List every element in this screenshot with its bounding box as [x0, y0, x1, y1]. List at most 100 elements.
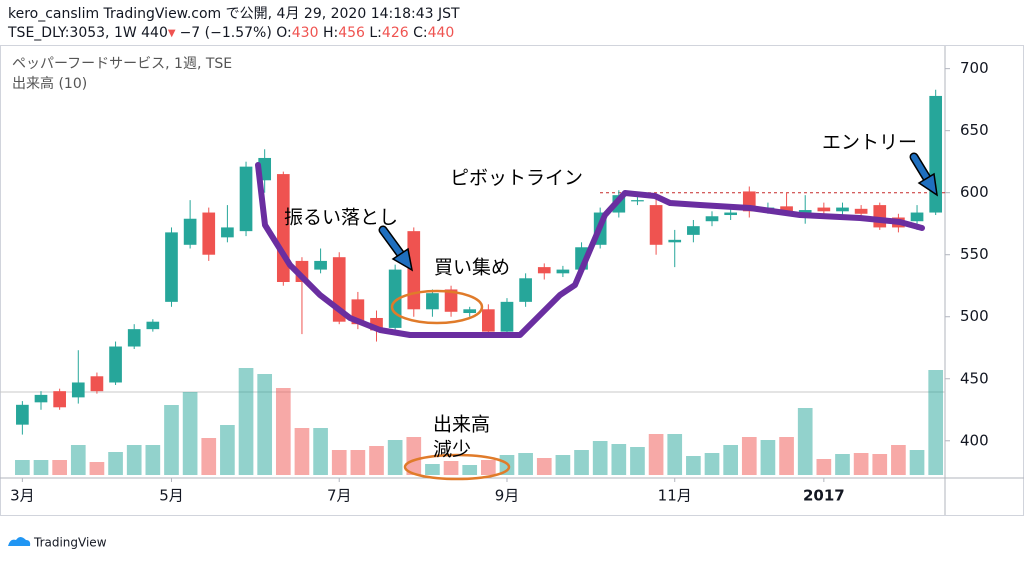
quote: −7 (−1.57%) [180, 25, 272, 41]
legend-symbol: ペッパーフードサービス, 1週, TSE [12, 56, 232, 72]
volume-bar [611, 444, 627, 475]
arrow [378, 225, 414, 272]
annotation: 買い集め [434, 257, 510, 279]
volume-bar [667, 434, 683, 475]
arrow [909, 152, 938, 197]
plot: 400 450 500 550 600 650 700 3月 5月 7月 9月 11月 2017 ピボット… [10, 59, 989, 504]
volume-bar [257, 374, 273, 475]
candle-body [407, 231, 421, 310]
y-tick-label: 600 [960, 183, 989, 201]
quote: TSE_DLY:3053, 1W 440 [7, 25, 168, 41]
volume-bar [853, 453, 869, 475]
candle-body [537, 267, 551, 274]
candle-body [500, 301, 514, 332]
volume-bar [872, 454, 888, 475]
x-tick-label: 7月 [327, 487, 352, 505]
volume-bar [294, 428, 310, 475]
volume-bar [574, 450, 589, 475]
candle-body [221, 227, 234, 238]
quote: O: [276, 25, 292, 41]
candle-body [817, 207, 831, 212]
volume-bar [536, 458, 552, 475]
candle-body [482, 309, 495, 332]
volume-bar [518, 453, 533, 475]
x-tick-label: 5月 [159, 487, 184, 505]
volume-bar [835, 454, 850, 475]
volume-bar [481, 460, 496, 475]
quote: ▼ [168, 28, 176, 39]
x-tick-label: 11月 [658, 487, 692, 505]
volume-bar [331, 450, 347, 475]
candle-body [668, 239, 682, 243]
annotation: エントリー [822, 132, 917, 154]
candle-body [929, 95, 943, 213]
candle-body [16, 404, 29, 425]
volume-bar [797, 408, 813, 475]
x-tick-label: 2017 [803, 487, 845, 505]
candle-body [239, 166, 253, 232]
candle-body [556, 269, 570, 274]
volume-bar [406, 437, 422, 475]
footer-logo: TradingView [8, 536, 107, 550]
quote: C: [413, 25, 428, 41]
highlight-ellipse [403, 453, 511, 481]
candle-body [780, 206, 793, 212]
volume-bar [369, 446, 384, 475]
header-line: kero_canslim TradingView.com で公開, 4月 29,… [8, 6, 460, 22]
candle-body [34, 394, 48, 403]
volume-bar [648, 434, 664, 475]
quote: 430 [292, 25, 319, 41]
volume-bar [182, 392, 198, 475]
volume-bar [238, 368, 254, 475]
quote-line: TSE_DLY:3053, 1W 440▼ −7 (−1.57%) O:430 H… [7, 25, 454, 41]
quote: L: [369, 25, 382, 41]
volume-bar [164, 405, 179, 475]
candle-body [183, 218, 197, 245]
highlight-ellipse [390, 289, 484, 325]
volume-bar [462, 465, 478, 475]
annotation: 出来高 [433, 414, 490, 436]
volume-bar [891, 445, 906, 475]
volume-bar [555, 455, 571, 475]
volume-bar [928, 370, 944, 475]
volume-bar [275, 388, 291, 475]
volume-bar [70, 445, 86, 475]
volume-bar [686, 456, 701, 475]
candle-body [687, 226, 700, 235]
candle-body [90, 376, 104, 392]
candle-body [426, 293, 439, 310]
x-tick-label: 3月 [10, 487, 35, 505]
annotation: 減少 [433, 439, 471, 461]
volume-bar [108, 452, 123, 475]
y-tick-label: 500 [960, 307, 989, 325]
candle-body [314, 260, 327, 270]
volume-bar [220, 425, 235, 475]
quote: 426 [382, 25, 409, 41]
volume-bar [313, 428, 328, 475]
quote: 456 [338, 25, 365, 41]
candle-body [910, 212, 924, 222]
volume-bar [201, 438, 217, 475]
candle-body [873, 205, 887, 228]
volume-bar [816, 459, 832, 475]
volume-bar [15, 460, 30, 475]
candle-body [705, 216, 719, 222]
volume-bar [387, 440, 403, 475]
pivot-label: ピボットライン [450, 167, 583, 189]
volume-bar [145, 445, 161, 475]
volume-bar [89, 462, 105, 475]
candle-body [71, 382, 85, 398]
volume-bar [350, 450, 366, 475]
candle-body [854, 208, 868, 214]
trend-curve [255, 162, 925, 338]
candle-body [165, 232, 178, 302]
candle-body [109, 346, 122, 383]
candle-body [631, 200, 644, 202]
annotation: 振るい落とし [284, 207, 398, 229]
candle-body [649, 205, 663, 245]
volume-bar [779, 437, 794, 475]
candle-body [519, 278, 532, 302]
candle-body [798, 210, 812, 213]
